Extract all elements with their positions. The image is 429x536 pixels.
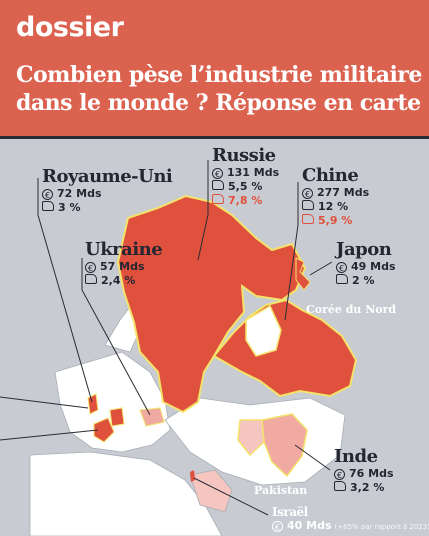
share: 2,4 % bbox=[101, 274, 136, 287]
country-label: Inde €76 Mds 3,2 % bbox=[334, 446, 394, 495]
note: (+65% par rapport à 2023) bbox=[334, 523, 429, 531]
map-label: Corée du Nord bbox=[306, 303, 397, 316]
country-name: Royaume-Uni bbox=[42, 166, 173, 187]
country-label: Israël €40 Mds (+65% par rapport à 2023) bbox=[272, 505, 429, 533]
euro-icon: € bbox=[212, 168, 223, 179]
country-name: Chine bbox=[302, 165, 359, 186]
euro-icon: € bbox=[85, 262, 96, 273]
euro-icon: € bbox=[272, 521, 283, 532]
share: 3 % bbox=[58, 201, 81, 214]
share: 5,5 % bbox=[228, 180, 263, 193]
share-icon bbox=[85, 274, 97, 284]
amount: 131 Mds bbox=[227, 166, 280, 179]
country-name: Inde bbox=[334, 446, 378, 467]
ukraine bbox=[139, 407, 165, 427]
country-label: Ukraine €57 Mds 2,4 % bbox=[85, 239, 163, 288]
extra: 5,9 % bbox=[318, 214, 353, 227]
header: dossier Combien pèse l’industrie militai… bbox=[0, 0, 429, 139]
leader-left-2 bbox=[0, 429, 99, 441]
country-name: Israël bbox=[272, 505, 308, 519]
amount: 57 Mds bbox=[100, 260, 145, 273]
israel bbox=[190, 470, 195, 482]
share: 12 % bbox=[318, 200, 349, 213]
share-row: 2,4 % bbox=[85, 274, 162, 288]
euro-icon: € bbox=[334, 469, 345, 480]
brand: dossier bbox=[16, 12, 124, 43]
amount-row: €57 Mds bbox=[85, 260, 162, 274]
share-icon bbox=[212, 180, 224, 190]
leader-russia bbox=[197, 160, 209, 261]
share-icon bbox=[302, 200, 314, 210]
extra-row: 5,9 % bbox=[302, 214, 369, 228]
germany bbox=[109, 407, 125, 427]
share: 2 % bbox=[352, 274, 375, 287]
share: 3,2 % bbox=[350, 481, 385, 494]
mongolia bbox=[245, 304, 282, 357]
title-line: dans le monde ? Réponse en carte bbox=[16, 90, 421, 116]
share-row: 3 % bbox=[42, 201, 172, 215]
leader-israel bbox=[193, 477, 269, 516]
share-row: 12 % bbox=[302, 200, 369, 214]
uk bbox=[87, 393, 99, 415]
france bbox=[93, 417, 115, 443]
country-label: Russie €131 Mds 5,5 % 7,8 % bbox=[212, 145, 279, 208]
share-row: 5,5 % bbox=[212, 180, 279, 194]
leader-ukraine bbox=[81, 258, 151, 416]
amount: 76 Mds bbox=[349, 467, 394, 480]
russia bbox=[116, 194, 307, 414]
euro-icon: € bbox=[42, 189, 53, 200]
extra-icon bbox=[302, 214, 314, 224]
extra: 7,8 % bbox=[228, 194, 263, 207]
amount: 72 Mds bbox=[57, 187, 102, 200]
amount-row: €131 Mds bbox=[212, 166, 279, 180]
land-africa bbox=[29, 451, 223, 536]
amount: 40 Mds bbox=[287, 519, 332, 532]
extra-icon bbox=[212, 194, 224, 204]
amount-row: €76 Mds bbox=[334, 467, 394, 481]
country-name: Russie bbox=[212, 145, 276, 166]
leader-india bbox=[294, 444, 331, 471]
land-europe bbox=[54, 351, 171, 453]
india bbox=[261, 413, 308, 478]
amount-row: €277 Mds bbox=[302, 186, 369, 200]
amount-row: €40 Mds (+65% par rapport à 2023) bbox=[272, 519, 429, 533]
share-icon bbox=[334, 481, 346, 491]
map-label: Pakistan bbox=[254, 484, 308, 497]
country-name: Ukraine bbox=[85, 239, 163, 260]
country-label: Royaume-Uni €72 Mds 3 % bbox=[42, 166, 173, 215]
amount-row: €49 Mds bbox=[336, 260, 396, 274]
saudi-arabia bbox=[189, 469, 233, 513]
leader-china bbox=[284, 182, 299, 321]
country-name: Japon bbox=[336, 239, 392, 260]
share-row: 2 % bbox=[336, 274, 396, 288]
amount: 277 Mds bbox=[317, 186, 370, 199]
japan bbox=[295, 257, 311, 291]
share-row: 3,2 % bbox=[334, 481, 394, 495]
country-label: Japon €49 Mds 2 % bbox=[336, 239, 396, 288]
leader-uk bbox=[37, 178, 93, 403]
extra-row: 7,8 % bbox=[212, 194, 279, 208]
pakistan bbox=[237, 419, 265, 457]
leader-left-1 bbox=[0, 396, 89, 409]
amount-row: €72 Mds bbox=[42, 187, 172, 201]
share-icon bbox=[42, 201, 54, 211]
leader-japan bbox=[309, 261, 333, 276]
share-icon bbox=[336, 274, 348, 284]
country-label: Chine €277 Mds 12 % 5,9 % bbox=[302, 165, 369, 228]
title-line: Combien pèse l’industrie militaire bbox=[16, 62, 422, 88]
euro-icon: € bbox=[302, 188, 313, 199]
euro-icon: € bbox=[336, 262, 347, 273]
amount: 49 Mds bbox=[351, 260, 396, 273]
